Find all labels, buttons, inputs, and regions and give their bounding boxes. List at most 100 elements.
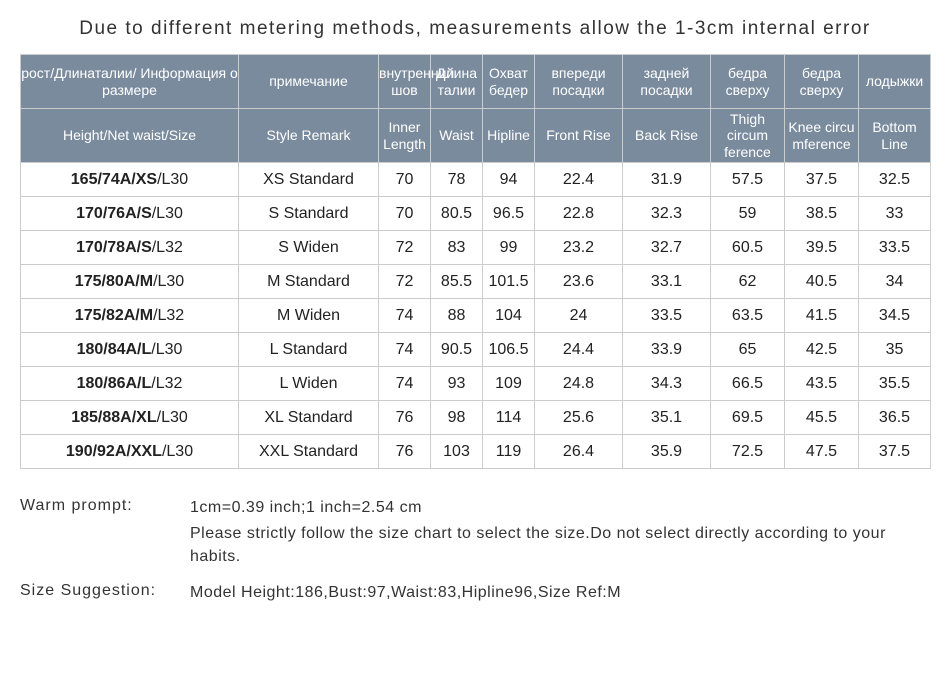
cell-bottom: 34.5 xyxy=(859,299,931,333)
header-ru-bottom: лодыжки xyxy=(859,55,931,109)
cell-bottom: 35.5 xyxy=(859,367,931,401)
cell-bottom: 37.5 xyxy=(859,435,931,469)
cell-knee: 47.5 xyxy=(785,435,859,469)
warm-prompt-label: Warm prompt: xyxy=(20,497,190,515)
cell-back: 33.5 xyxy=(623,299,711,333)
cell-inner: 76 xyxy=(379,401,431,435)
cell-front: 24.8 xyxy=(535,367,623,401)
cell-waist: 88 xyxy=(431,299,483,333)
cell-thigh: 69.5 xyxy=(711,401,785,435)
cell-inner: 76 xyxy=(379,435,431,469)
cell-remark: M Standard xyxy=(239,265,379,299)
cell-size: 175/80A/M/L30 xyxy=(21,265,239,299)
cell-bottom: 33 xyxy=(859,197,931,231)
cell-waist: 83 xyxy=(431,231,483,265)
header-en-back: Back Rise xyxy=(623,109,711,163)
header-ru-size: рост/Длинаталии/ Информация о размере xyxy=(21,55,239,109)
cell-back: 32.3 xyxy=(623,197,711,231)
table-row: 185/88A/XL/L30XL Standard769811425.635.1… xyxy=(21,401,931,435)
table-row: 175/82A/M/L32M Widen74881042433.563.541.… xyxy=(21,299,931,333)
cell-front: 26.4 xyxy=(535,435,623,469)
size-suffix: /L30 xyxy=(157,409,188,426)
cell-thigh: 66.5 xyxy=(711,367,785,401)
size-chart-container: Due to different metering methods, measu… xyxy=(0,0,950,631)
cell-remark: S Widen xyxy=(239,231,379,265)
cell-back: 35.1 xyxy=(623,401,711,435)
table-row: 175/80A/M/L30M Standard7285.5101.523.633… xyxy=(21,265,931,299)
cell-back: 31.9 xyxy=(623,163,711,197)
cell-front: 22.8 xyxy=(535,197,623,231)
cell-size: 170/78A/S/L32 xyxy=(21,231,239,265)
cell-knee: 42.5 xyxy=(785,333,859,367)
cell-inner: 70 xyxy=(379,163,431,197)
header-en-size: Height/Net waist/Size xyxy=(21,109,239,163)
header-ru-back: задней посадки xyxy=(623,55,711,109)
cell-thigh: 57.5 xyxy=(711,163,785,197)
header-ru-inner: внутренний шов xyxy=(379,55,431,109)
size-suffix: /L30 xyxy=(153,273,184,290)
cell-inner: 70 xyxy=(379,197,431,231)
header-en-inner: Inner Length xyxy=(379,109,431,163)
header-en-thigh: Thigh circum ference xyxy=(711,109,785,163)
header-ru-thigh: бедра сверху xyxy=(711,55,785,109)
size-table: рост/Длинаталии/ Информация о размере пр… xyxy=(20,54,931,469)
cell-waist: 93 xyxy=(431,367,483,401)
cell-back: 33.1 xyxy=(623,265,711,299)
cell-size: 185/88A/XL/L30 xyxy=(21,401,239,435)
cell-thigh: 72.5 xyxy=(711,435,785,469)
cell-bottom: 32.5 xyxy=(859,163,931,197)
cell-front: 24 xyxy=(535,299,623,333)
cell-front: 22.4 xyxy=(535,163,623,197)
cell-front: 25.6 xyxy=(535,401,623,435)
cell-knee: 38.5 xyxy=(785,197,859,231)
cell-remark: L Standard xyxy=(239,333,379,367)
cell-back: 34.3 xyxy=(623,367,711,401)
cell-waist: 78 xyxy=(431,163,483,197)
warm-prompt-line2: Please strictly follow the size chart to… xyxy=(190,523,930,568)
cell-size: 190/92A/XXL/L30 xyxy=(21,435,239,469)
cell-size: 170/76A/S/L30 xyxy=(21,197,239,231)
header-ru-waist: Длина талии xyxy=(431,55,483,109)
cell-back: 35.9 xyxy=(623,435,711,469)
warm-prompt-row: Warm prompt: 1cm=0.39 inch;1 inch=2.54 c… xyxy=(20,497,930,568)
cell-bottom: 35 xyxy=(859,333,931,367)
size-main: 180/84A/L xyxy=(77,341,152,358)
header-en-bottom: Bottom Line xyxy=(859,109,931,163)
size-suffix: /L30 xyxy=(151,341,182,358)
cell-inner: 74 xyxy=(379,333,431,367)
cell-size: 180/86A/L/L32 xyxy=(21,367,239,401)
warm-prompt-line1: 1cm=0.39 inch;1 inch=2.54 cm xyxy=(190,497,930,519)
chart-title: Due to different metering methods, measu… xyxy=(20,0,930,54)
cell-waist: 103 xyxy=(431,435,483,469)
cell-remark: M Widen xyxy=(239,299,379,333)
cell-knee: 45.5 xyxy=(785,401,859,435)
header-ru-front: впереди посадки xyxy=(535,55,623,109)
cell-hip: 114 xyxy=(483,401,535,435)
cell-thigh: 62 xyxy=(711,265,785,299)
table-row: 170/78A/S/L32S Widen72839923.232.760.539… xyxy=(21,231,931,265)
size-table-body: 165/74A/XS/L30XS Standard70789422.431.95… xyxy=(21,163,931,469)
header-en-hip: Hipline xyxy=(483,109,535,163)
table-row: 170/76A/S/L30S Standard7080.596.522.832.… xyxy=(21,197,931,231)
cell-hip: 101.5 xyxy=(483,265,535,299)
size-main: 170/78A/S xyxy=(76,239,152,256)
header-en-knee: Knee circu mference xyxy=(785,109,859,163)
cell-inner: 72 xyxy=(379,265,431,299)
cell-front: 24.4 xyxy=(535,333,623,367)
footer: Warm prompt: 1cm=0.39 inch;1 inch=2.54 c… xyxy=(20,469,930,605)
cell-inner: 72 xyxy=(379,231,431,265)
table-row: 190/92A/XXL/L30XXL Standard7610311926.43… xyxy=(21,435,931,469)
table-row: 180/86A/L/L32L Widen749310924.834.366.54… xyxy=(21,367,931,401)
cell-remark: XXL Standard xyxy=(239,435,379,469)
cell-hip: 104 xyxy=(483,299,535,333)
cell-back: 33.9 xyxy=(623,333,711,367)
cell-knee: 43.5 xyxy=(785,367,859,401)
cell-waist: 98 xyxy=(431,401,483,435)
cell-hip: 109 xyxy=(483,367,535,401)
cell-bottom: 34 xyxy=(859,265,931,299)
cell-size: 165/74A/XS/L30 xyxy=(21,163,239,197)
cell-hip: 119 xyxy=(483,435,535,469)
size-suffix: /L30 xyxy=(162,443,193,460)
header-en-remark: Style Remark xyxy=(239,109,379,163)
cell-waist: 90.5 xyxy=(431,333,483,367)
